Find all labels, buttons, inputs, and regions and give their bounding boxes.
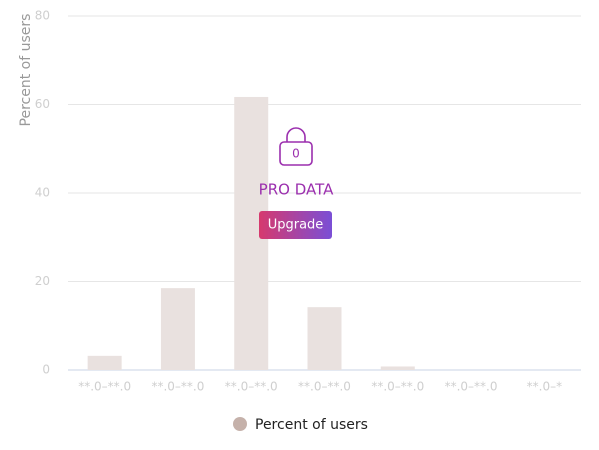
y-tick-label: 80 [35, 9, 50, 23]
y-tick-label: 0 [42, 363, 50, 377]
legend-label: Percent of users [255, 417, 368, 433]
bar [307, 307, 342, 370]
x-tick-label: **.0–**.0 [225, 380, 278, 394]
y-axis-label: Percent of users [18, 14, 34, 127]
x-tick-label: **.0–**.0 [371, 380, 424, 394]
upgrade-text[interactable]: Upgrade [268, 218, 324, 233]
x-tick-label: **.0–**.0 [445, 380, 498, 394]
lock-text: 0 [292, 147, 300, 161]
x-tick-label: **.0–**.0 [298, 380, 351, 394]
bar [87, 355, 122, 370]
x-tick-label: **.0–* [527, 380, 562, 394]
pro-label: PRO DATA [259, 181, 334, 199]
y-tick-label: 20 [35, 274, 50, 288]
x-tick-label: **.0–**.0 [151, 380, 204, 394]
y-tick-label: 60 [35, 97, 50, 111]
y-tick-label: 40 [35, 186, 50, 200]
pro-overlay: 0 PRO DATA Upgrade [259, 127, 334, 239]
legend-marker [233, 417, 247, 431]
bar [160, 288, 195, 370]
bar [380, 366, 415, 370]
lock-shackle [286, 127, 306, 143]
lock-body [279, 141, 313, 166]
x-tick-label: **.0–**.0 [78, 380, 131, 394]
upgrade-button[interactable] [259, 211, 332, 239]
